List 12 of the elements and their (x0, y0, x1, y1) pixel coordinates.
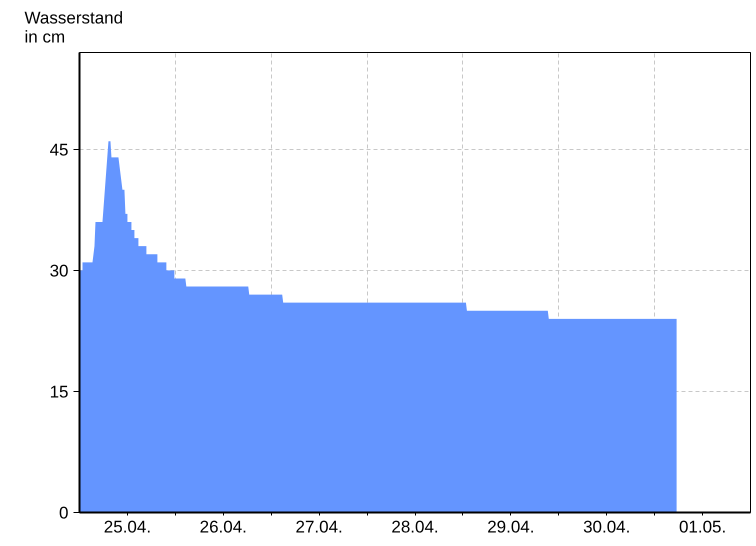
x-tick-label: 26.04. (200, 518, 247, 536)
y-tick-label: 0 (59, 504, 69, 522)
x-tick-label: 01.05. (678, 518, 726, 536)
y-axis-title: Wasserstand in cm (24, 8, 124, 46)
x-tick-label: 25.04. (104, 518, 152, 536)
x-tick-label: 28.04. (391, 518, 439, 536)
x-tick-label: 30.04. (583, 518, 630, 536)
x-tick-label: 27.04. (296, 518, 343, 536)
y-tick-label: 30 (50, 261, 69, 280)
x-tick-label: 29.04. (487, 518, 534, 536)
y-tick-label: 45 (50, 140, 69, 160)
y-tick-label: 15 (50, 382, 69, 402)
